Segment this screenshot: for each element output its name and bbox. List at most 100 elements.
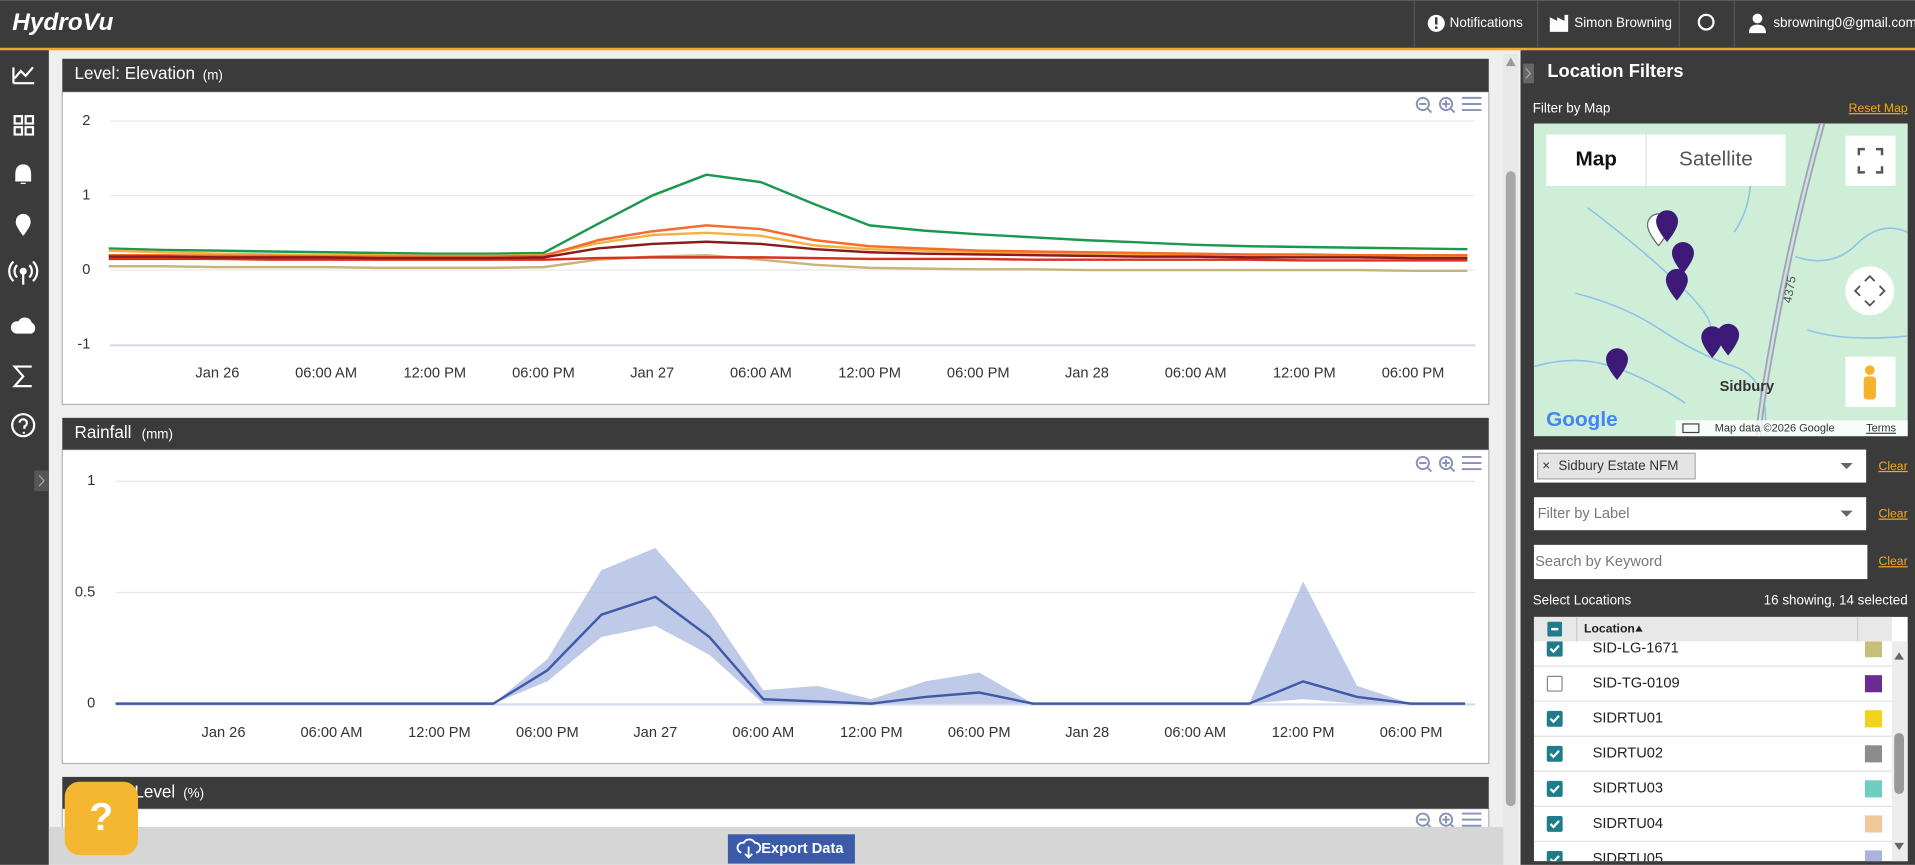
y-tick-label: 0.5 <box>75 584 95 600</box>
group-chip-remove[interactable]: × <box>1542 458 1550 473</box>
x-tick-label: 06:00 AM <box>1165 366 1227 382</box>
map-type-map[interactable]: Map <box>1575 148 1617 171</box>
y-tick-label: 2 <box>82 113 90 129</box>
map-terms[interactable]: Terms <box>1866 423 1896 435</box>
x-tick-label: 06:00 PM <box>948 725 1011 741</box>
sidebar-expand[interactable] <box>34 470 49 491</box>
map-type-satellite[interactable]: Satellite <box>1679 148 1753 171</box>
location-table <box>1534 617 1908 861</box>
chart-frame <box>62 92 1488 405</box>
pegman-head <box>1865 365 1875 375</box>
notifications-link[interactable]: Notifications <box>1450 15 1523 30</box>
map[interactable]: 4375 Map Satellite Sidbury Google Map da… <box>1534 124 1908 437</box>
x-tick-label: 06:00 PM <box>512 366 575 382</box>
x-tick-label: 06:00 AM <box>301 725 363 741</box>
group-chip-label: Sidbury Estate NFM <box>1558 458 1678 473</box>
filter-title: Location Filters <box>1547 60 1683 81</box>
x-tick-label: 12:00 PM <box>840 725 903 741</box>
y-tick-label: 1 <box>82 187 90 203</box>
x-tick-label: 12:00 PM <box>838 366 901 382</box>
keyword-placeholder: Search by Keyword <box>1535 554 1662 570</box>
y-tick-label: 0 <box>82 262 90 278</box>
x-tick-label: 12:00 PM <box>403 366 466 382</box>
row-checkbox[interactable] <box>1547 782 1562 797</box>
logo[interactable]: HydroVu <box>12 9 113 36</box>
fullscreen-button[interactable] <box>1845 136 1895 186</box>
location-color <box>1865 710 1882 727</box>
help-button-label: ? <box>89 796 113 839</box>
x-tick-label: 12:00 PM <box>1272 725 1335 741</box>
select-locations-label: Select Locations <box>1533 593 1632 608</box>
nav-alarms[interactable] <box>16 165 31 183</box>
x-tick-label: 06:00 AM <box>295 366 357 382</box>
clear-keyword[interactable]: Clear <box>1879 554 1908 568</box>
row-checkbox[interactable] <box>1547 817 1562 832</box>
google-logo: Google <box>1546 408 1617 431</box>
reset-map[interactable]: Reset Map <box>1849 101 1908 115</box>
chart-unit: (%) <box>183 786 204 801</box>
x-tick-label: 06:00 AM <box>732 725 794 741</box>
row-checkbox[interactable] <box>1547 676 1562 691</box>
location-color <box>1865 675 1882 692</box>
location-name: SID-LG-1671 <box>1593 641 1679 657</box>
notifications-icon-mark <box>1435 17 1437 24</box>
location-color <box>1865 780 1882 797</box>
pan-control[interactable] <box>1845 266 1894 315</box>
location-color <box>1865 640 1882 657</box>
table-scrollbar-thumb[interactable] <box>1894 733 1904 794</box>
place-label: Sidbury <box>1720 379 1775 395</box>
x-tick-label: Jan 28 <box>1065 725 1109 741</box>
x-tick-label: Jan 26 <box>195 366 239 382</box>
location-color <box>1865 745 1882 762</box>
label-placeholder: Filter by Label <box>1538 506 1630 522</box>
location-name: SID-TG-0109 <box>1593 676 1680 692</box>
chart-title: Level: Elevation <box>74 64 195 83</box>
map-filter-label: Filter by Map <box>1533 100 1611 115</box>
chart-frame <box>62 450 1488 764</box>
location-column-header[interactable]: Location <box>1584 621 1635 635</box>
selection-summary: 16 showing, 14 selected <box>1764 593 1908 608</box>
row-checkbox[interactable] <box>1547 711 1562 726</box>
location-name: SIDRTU02 <box>1593 746 1664 762</box>
x-tick-label: Jan 28 <box>1065 366 1109 382</box>
clear-label[interactable]: Clear <box>1879 507 1908 521</box>
x-tick-label: 06:00 PM <box>1380 725 1443 741</box>
screen: HydroVu Notifications Simon Browning sbr… <box>0 0 1915 865</box>
y-tick-label: 1 <box>87 473 95 489</box>
x-tick-label: 06:00 PM <box>516 725 579 741</box>
x-tick-label: Jan 27 <box>630 366 674 382</box>
row-checkbox[interactable] <box>1547 641 1562 656</box>
chart-title: Level <box>134 782 175 801</box>
user-email[interactable]: sbrowning0@gmail.com <box>1773 15 1915 30</box>
panel-rainfall: Rainfall (mm) <box>62 418 1488 764</box>
panel-battery: Level (%) <box>62 777 1488 828</box>
location-name: SIDRTU04 <box>1593 816 1664 832</box>
chart-title: Rainfall <box>74 423 131 442</box>
company-link[interactable]: Simon Browning <box>1574 15 1672 30</box>
location-name: SIDRTU03 <box>1593 781 1664 797</box>
y-tick-label: 0 <box>87 696 95 712</box>
panel-header <box>62 418 1488 450</box>
scrollbar-thumb[interactable] <box>1506 171 1516 806</box>
chart-unit: (m) <box>203 67 223 82</box>
chart-frame <box>62 809 1488 829</box>
clear-group[interactable]: Clear <box>1879 459 1908 473</box>
user-icon-head <box>1753 14 1763 24</box>
row-checkbox[interactable] <box>1547 746 1562 761</box>
x-tick-label: 06:00 PM <box>947 366 1010 382</box>
x-tick-label: 12:00 PM <box>408 725 471 741</box>
location-name: SIDRTU01 <box>1593 711 1664 727</box>
x-tick-label: 06:00 PM <box>1382 366 1445 382</box>
panel-collapse[interactable] <box>1523 64 1534 84</box>
pegman-body <box>1864 376 1876 399</box>
location-color <box>1865 815 1882 832</box>
x-tick-label: 06:00 AM <box>1164 725 1226 741</box>
notifications-icon-dot <box>1435 26 1437 28</box>
x-tick-label: 12:00 PM <box>1273 366 1336 382</box>
export-label: Export Data <box>761 841 844 857</box>
panel-header <box>62 777 1488 809</box>
x-tick-label: Jan 26 <box>202 725 246 741</box>
y-tick-label: -1 <box>77 336 90 352</box>
x-tick-label: Jan 27 <box>633 725 677 741</box>
chart-unit: (mm) <box>142 426 173 441</box>
